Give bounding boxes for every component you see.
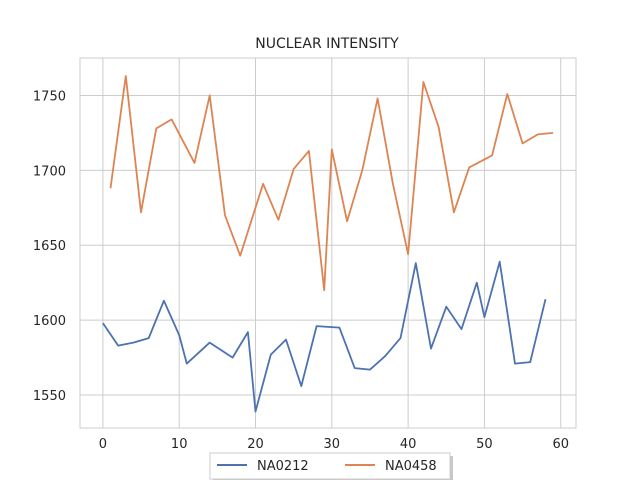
y-tick-label: 1700 (33, 164, 66, 179)
legend-label-na0212: NA0212 (257, 459, 309, 474)
series-line-na0212 (102, 260, 547, 413)
legend-label-na0458: NA0458 (385, 459, 437, 474)
series-lines (102, 75, 554, 413)
plot-area-frame (79, 57, 577, 429)
series-line-na0458 (109, 75, 554, 292)
y-tick-label: 1550 (33, 389, 66, 404)
legend: NA0212 NA0458 (209, 452, 453, 480)
x-tick-label: 0 (99, 437, 107, 452)
legend-box (209, 452, 451, 480)
y-tick-label: 1650 (33, 239, 66, 254)
x-tick-label: 10 (171, 437, 188, 452)
x-tick-label: 50 (476, 437, 493, 452)
y-tick-label: 1750 (33, 89, 66, 104)
y-tick-label: 1600 (33, 314, 66, 329)
chart-title: NUCLEAR INTENSITY (255, 36, 399, 52)
x-tick-label: 40 (400, 437, 417, 452)
x-tick-label: 30 (324, 437, 341, 452)
grid (80, 58, 576, 428)
axis-ticks: 0 10 20 30 40 50 60 1550 1600 1650 1700 1750 (33, 89, 569, 452)
x-tick-label: 20 (247, 437, 264, 452)
x-tick-label: 60 (552, 437, 569, 452)
